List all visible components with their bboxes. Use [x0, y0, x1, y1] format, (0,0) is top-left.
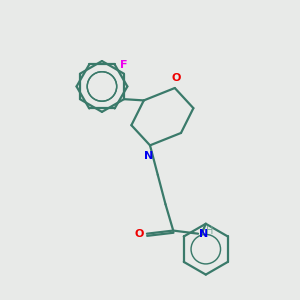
- Text: H: H: [206, 226, 213, 236]
- Text: O: O: [172, 74, 181, 83]
- Text: O: O: [134, 229, 144, 239]
- Text: F: F: [120, 60, 128, 70]
- Text: N: N: [199, 229, 208, 239]
- Text: N: N: [144, 151, 153, 161]
